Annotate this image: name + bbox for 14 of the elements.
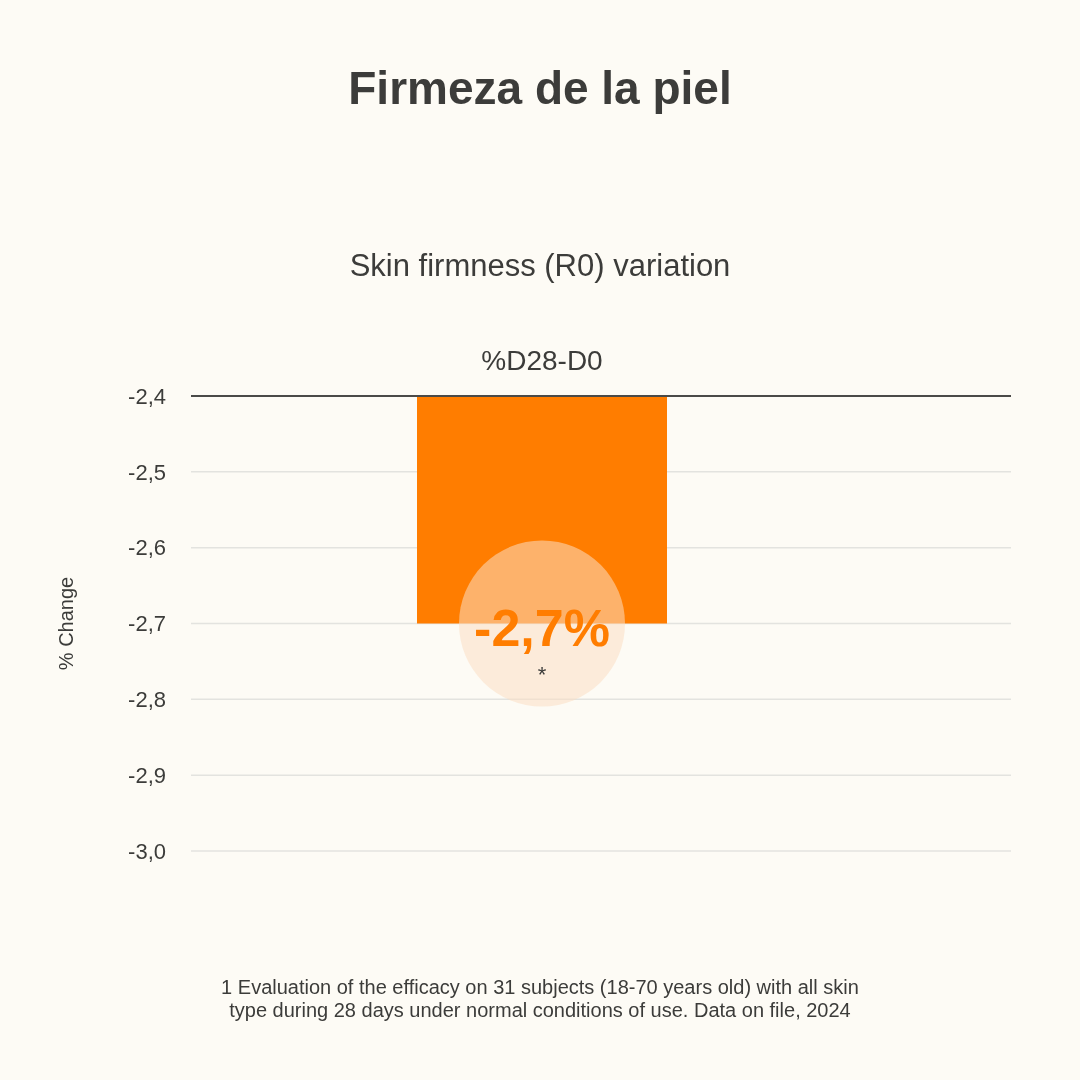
y-tick-label: -2,4 (128, 383, 166, 409)
x-tick-label: %D28-D0 (481, 345, 603, 376)
chart-title: Firmeza de la piel (347, 61, 733, 116)
y-tick-label: -2,6 (128, 535, 166, 561)
y-tick-label: -3,0 (128, 838, 166, 864)
y-axis-title: % Change (55, 576, 77, 671)
y-tick-label: -2,5 (128, 459, 166, 485)
y-tick-label: -2,8 (128, 687, 166, 713)
y-tick-label: -2,9 (128, 762, 166, 788)
chart-subtitle: Skin firmness (R0) variation (348, 247, 732, 285)
annotation: * (537, 661, 547, 686)
data-label: -2,7% (474, 598, 610, 657)
text: 1 Evaluation of the efficacy on 31 subjects (18-70 years old) with all skin type during 28 days under normal conditions of use. Data on file, 2024 (220, 976, 860, 1022)
y-tick-label: -2,7 (128, 611, 166, 637)
